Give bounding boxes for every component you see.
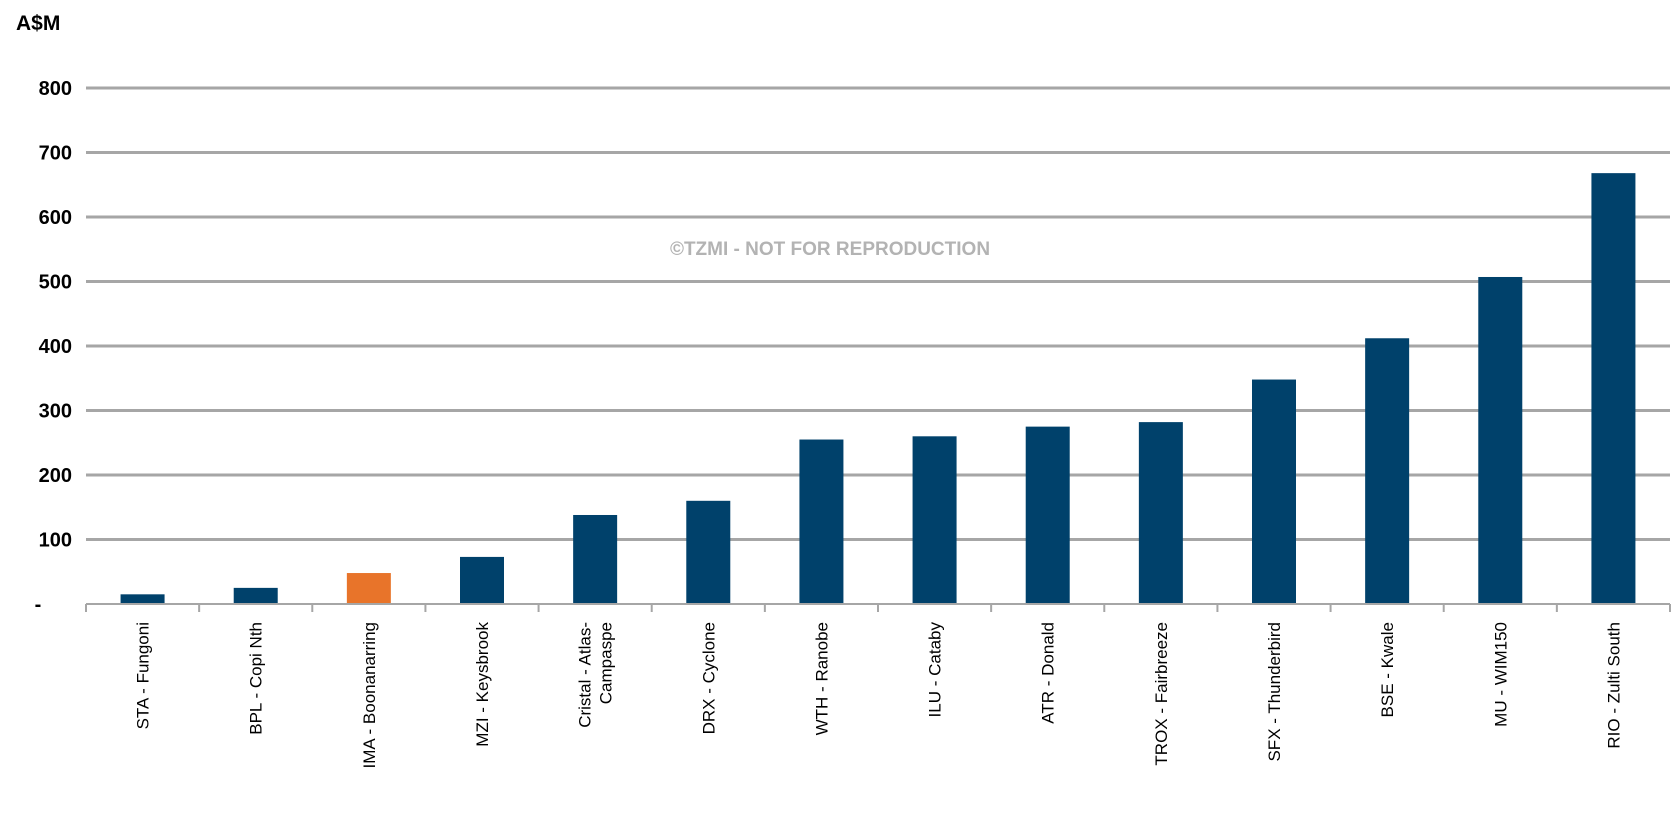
x-tick-label: DRX - Cyclone — [699, 622, 718, 734]
bar — [573, 514, 618, 604]
x-tick-label-line: Campaspe — [597, 622, 616, 704]
bars — [120, 173, 1636, 604]
x-tick-label: STA - Fungoni — [134, 622, 153, 729]
x-tick-label: BPL - Copi Nth — [247, 622, 266, 735]
x-tick-label: MZI - Keysbrook — [473, 622, 492, 747]
bar — [1025, 426, 1070, 604]
x-tick-label-line: RIO - Zulti South — [1604, 622, 1623, 749]
x-tick-label-line: BPL - Copi Nth — [247, 622, 266, 735]
x-tick-label: TROX - Fairbreeze — [1152, 622, 1171, 766]
bar — [120, 594, 165, 604]
bar — [1138, 422, 1183, 604]
bar — [1365, 338, 1410, 604]
x-tick-label: IMA - Boonanarring — [360, 622, 379, 768]
bar — [686, 500, 731, 604]
x-tick-label: Cristal - Atlas- Campaspe — [576, 622, 616, 728]
x-tick-label-line: ATR - Donald — [1039, 622, 1058, 724]
y-tick-label: 500 — [39, 272, 72, 294]
y-tick-label: 100 — [39, 530, 72, 552]
bar — [912, 436, 957, 604]
y-axis-label: A$M — [16, 12, 60, 35]
x-tick-label-line: STA - Fungoni — [134, 622, 153, 729]
y-tick-label: 700 — [39, 143, 72, 165]
x-tick-label-line: WTH - Ranobe — [812, 622, 831, 735]
x-tick-label: BSE - Kwale — [1378, 622, 1397, 717]
y-tick-label: 800 — [39, 78, 72, 100]
x-tick-label-line: ILU - Cataby — [926, 622, 945, 718]
y-tick-label: 600 — [39, 207, 72, 229]
y-tick-label: - — [35, 594, 42, 616]
bar — [233, 587, 278, 604]
x-tick-labels: STA - Fungoni BPL - Copi Nth IMA - Boonana… — [134, 622, 1624, 769]
y-tick-label: 300 — [39, 401, 72, 423]
x-tick-label-line: MZI - Keysbrook — [473, 622, 492, 747]
x-tick-label-line: SFX - Thunderbird — [1265, 622, 1284, 762]
y-tick-label: 400 — [39, 336, 72, 358]
bar — [799, 439, 844, 604]
x-tick-label-line: DRX - Cyclone — [699, 622, 718, 734]
x-tick-label-line: IMA - Boonanarring — [360, 622, 379, 768]
bar — [346, 573, 391, 604]
bar — [1591, 173, 1636, 604]
x-tick-label-line: BSE - Kwale — [1378, 622, 1397, 717]
x-axis — [85, 603, 1671, 612]
x-tick-label: SFX - Thunderbird — [1265, 622, 1284, 762]
bar — [460, 556, 504, 604]
x-tick-label-line: Cristal - Atlas- — [576, 622, 595, 728]
gridlines — [86, 86, 1670, 541]
x-tick-label: ILU - Cataby — [926, 622, 945, 718]
watermark: ©TZMI - NOT FOR REPRODUCTION — [670, 239, 990, 260]
x-tick-label: WTH - Ranobe — [812, 622, 831, 735]
x-tick-label: ATR - Donald — [1039, 622, 1058, 724]
bar — [1252, 379, 1296, 604]
x-tick-label-line: TROX - Fairbreeze — [1152, 622, 1171, 766]
bar — [1478, 276, 1523, 604]
y-tick-labels: - 100 200 300 400 500 600 700 800 — [35, 78, 72, 616]
x-tick-label-line: MU - WIM150 — [1491, 622, 1510, 727]
x-tick-label: MU - WIM150 — [1491, 622, 1510, 727]
y-tick-label: 200 — [39, 465, 72, 487]
x-tick-label: RIO - Zulti South — [1604, 622, 1623, 749]
